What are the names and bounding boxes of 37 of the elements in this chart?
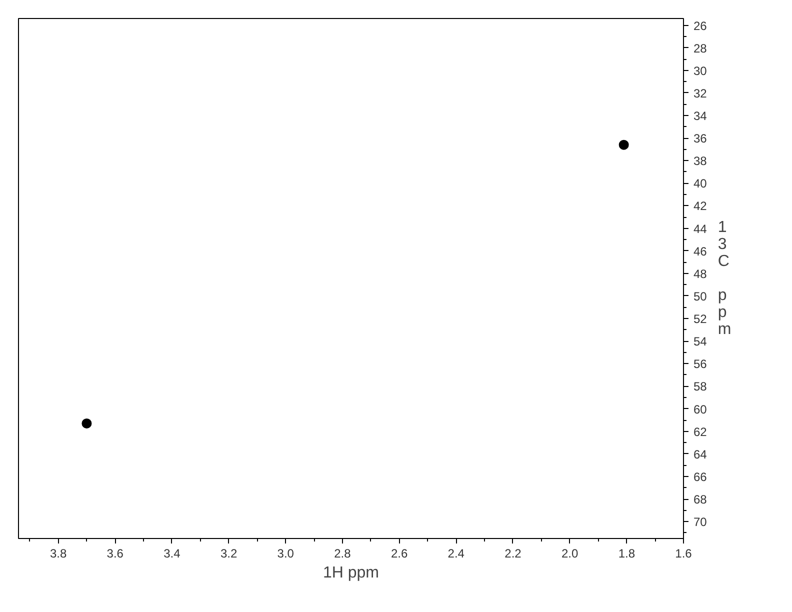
x-tick-label: 1.8	[618, 546, 636, 560]
x-tick-label: 2.0	[561, 546, 578, 560]
x-tick-label: 3.2	[220, 546, 238, 560]
x-tick-label: 3.6	[106, 546, 124, 560]
y-tick-label: 60	[694, 402, 708, 416]
y-tick-label: 70	[694, 515, 708, 530]
y-tick-label: 48	[694, 266, 708, 281]
x-tick-label: 3.8	[50, 546, 67, 560]
y-tick-label: 66	[694, 470, 708, 484]
y-tick-label: 50	[694, 289, 708, 304]
y-tick-label: 54	[694, 334, 708, 349]
y-tick-label: 30	[694, 64, 708, 78]
y-tick-label: 40	[694, 176, 708, 191]
x-tick-label: 2.4	[448, 546, 465, 560]
y-tick-label: 58	[694, 380, 708, 394]
x-tick-label: 3.0	[277, 546, 294, 560]
y-tick-label: 44	[694, 222, 708, 236]
y-tick-label: 34	[694, 109, 708, 124]
y-tick-label: 28	[694, 41, 708, 56]
x-tick-label: 2.6	[390, 546, 408, 560]
y-tick-label: 52	[694, 312, 708, 326]
y-axis-title: 13C ppm	[718, 219, 732, 338]
y-tick-label: 64	[694, 447, 708, 462]
x-tick-label: 2.2	[504, 546, 522, 560]
y-tick-label: 36	[694, 132, 708, 146]
y-tick-label: 46	[694, 244, 708, 258]
x-tick-label: 1.6	[675, 546, 692, 560]
x-tick-label: 2.8	[334, 546, 352, 560]
y-tick-label: 56	[694, 357, 708, 372]
y-tick-label: 68	[694, 492, 708, 507]
y-tick-label: 38	[694, 154, 708, 168]
y-tick-label: 32	[694, 86, 708, 100]
x-tick-label: 3.4	[164, 546, 181, 560]
y-tick-label: 62	[694, 424, 708, 439]
y-tick-label: 26	[694, 18, 708, 33]
x-axis-title: 1H ppm	[322, 564, 380, 582]
y-tick-label: 42	[694, 199, 708, 214]
